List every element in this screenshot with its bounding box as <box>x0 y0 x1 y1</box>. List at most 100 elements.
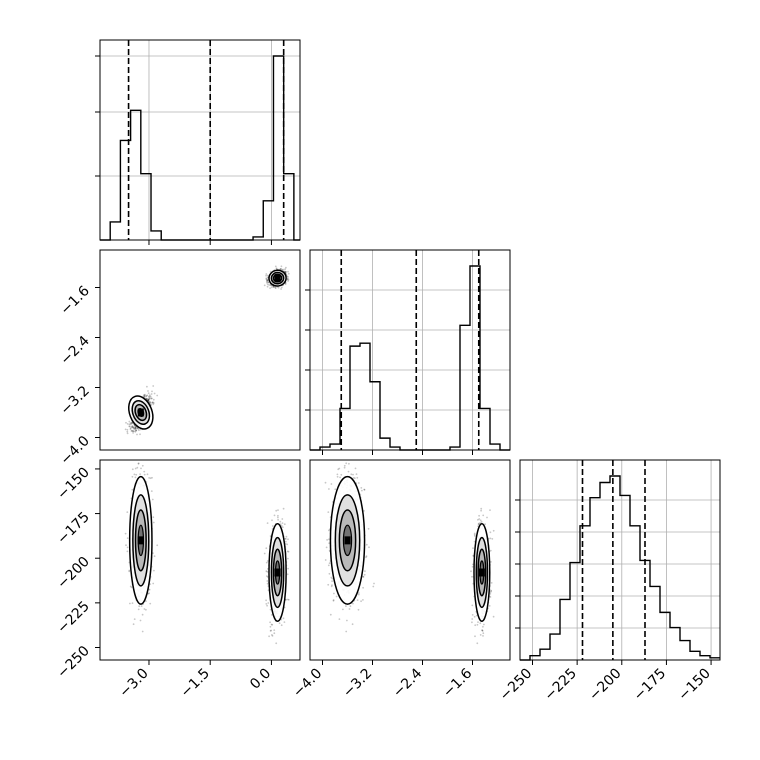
sample-point <box>482 514 485 517</box>
sample-point <box>147 399 150 401</box>
sample-point <box>343 466 346 469</box>
sample-point <box>273 514 276 517</box>
sample-point <box>129 585 132 588</box>
sample-point <box>280 286 283 289</box>
sample-point <box>284 540 287 543</box>
sample-point <box>477 621 479 623</box>
sample-point <box>132 432 135 434</box>
sample-point <box>125 421 127 424</box>
sample-point <box>329 613 332 616</box>
sample-point <box>266 522 269 524</box>
sample-point <box>284 283 287 286</box>
sample-point <box>145 395 148 398</box>
sample-point <box>349 446 351 448</box>
sample-point <box>277 518 279 521</box>
y-tick-label: −225 <box>54 598 93 637</box>
sample-point <box>131 422 134 424</box>
sample-point <box>150 393 153 395</box>
sample-point <box>285 535 288 538</box>
sample-point <box>345 462 348 465</box>
y-tick-label: −250 <box>54 643 93 682</box>
sample-point <box>128 570 131 573</box>
sample-point <box>282 617 285 620</box>
sample-point <box>269 630 272 632</box>
sample-point <box>364 570 366 572</box>
sample-point <box>147 398 150 400</box>
sample-point <box>286 278 289 280</box>
sample-point <box>135 427 137 430</box>
axes-frame <box>99 459 301 661</box>
sample-point <box>143 608 146 610</box>
sample-point <box>141 613 144 616</box>
sample-point <box>269 287 271 289</box>
sample-point <box>153 402 155 404</box>
sample-point <box>134 427 137 430</box>
sample-point <box>482 635 484 637</box>
sample-point <box>326 539 328 541</box>
sample-point <box>266 582 269 585</box>
sample-point <box>265 280 268 283</box>
sample-point <box>284 537 286 540</box>
histogram-panel-0 <box>95 39 301 241</box>
sample-point <box>473 615 476 618</box>
sample-point <box>348 456 350 458</box>
sample-point <box>143 447 145 449</box>
sample-point <box>274 287 277 289</box>
sample-point <box>271 519 273 522</box>
sample-point <box>483 623 485 626</box>
sample-point <box>133 618 136 620</box>
sample-point <box>267 281 270 284</box>
sample-point <box>362 599 364 601</box>
sample-point <box>133 430 135 432</box>
sample-point <box>128 423 131 426</box>
sample-point <box>357 592 360 594</box>
sample-point <box>126 430 129 433</box>
y-tick-label: −1.6 <box>57 283 92 318</box>
sample-point <box>356 599 359 601</box>
sample-point <box>126 432 129 435</box>
sample-point <box>270 286 273 289</box>
sample-point <box>133 473 136 476</box>
x-tick-label: −225 <box>541 666 580 705</box>
sample-point <box>269 625 272 628</box>
sample-point <box>141 464 144 467</box>
sample-point <box>126 511 129 513</box>
sample-point <box>354 467 357 470</box>
sample-point <box>148 396 151 399</box>
sample-point <box>134 428 136 431</box>
sample-point <box>146 394 149 397</box>
sample-point <box>490 589 492 592</box>
sample-point <box>330 576 333 579</box>
sample-point <box>149 401 152 403</box>
density-peak <box>274 568 281 577</box>
sample-point <box>338 467 341 470</box>
sample-point <box>143 396 146 398</box>
sample-point <box>129 427 132 430</box>
sample-point <box>477 523 480 526</box>
density-peak <box>344 536 351 545</box>
sample-point <box>346 619 348 622</box>
sample-point <box>328 488 330 490</box>
sample-point <box>266 279 268 281</box>
sample-point <box>491 538 494 540</box>
sample-point <box>150 397 153 400</box>
sample-point <box>373 582 375 585</box>
sample-point <box>145 608 147 611</box>
sample-point <box>265 274 267 277</box>
sample-point <box>135 429 137 432</box>
density-peak <box>137 408 144 417</box>
sample-point <box>267 602 270 604</box>
sample-point <box>149 397 151 400</box>
sample-point <box>266 580 269 582</box>
sample-point <box>331 577 334 580</box>
sample-point <box>489 591 492 594</box>
sample-point <box>147 399 150 401</box>
scatter-panel-1-0 <box>99 249 301 451</box>
sample-point <box>470 570 472 573</box>
x-tick-label: −2.4 <box>390 665 425 700</box>
sample-point <box>151 401 153 404</box>
sample-point <box>349 605 352 608</box>
sample-point <box>476 623 479 626</box>
sample-point <box>363 488 366 491</box>
scatter-panel-2-1 <box>309 446 511 661</box>
